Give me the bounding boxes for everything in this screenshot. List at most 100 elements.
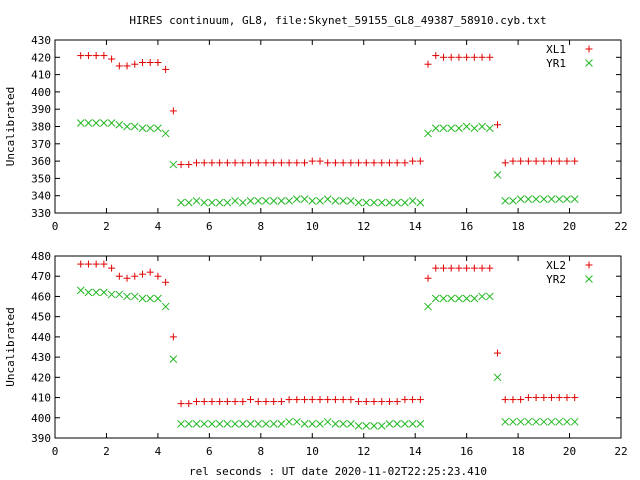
data-point-XL2 — [223, 398, 231, 406]
data-point-XL1 — [154, 58, 162, 66]
data-point-YR2 — [161, 302, 170, 311]
bottom-plot: 0 2 4 6 8 10 12 14 16 18 20 22 390 400 410 420 430 440 450… — [4, 250, 628, 458]
data-point-YR2 — [115, 290, 124, 299]
data-point-YR2-d2 — [92, 288, 101, 297]
data-point-XL2 — [169, 333, 177, 341]
data-point-YR1 — [439, 124, 448, 133]
data-point-YR1-d2 — [292, 195, 301, 204]
data-point-YR1-d2 — [223, 198, 232, 207]
y-tick-label: 390 — [31, 432, 51, 445]
data-point-XL1 — [424, 60, 432, 68]
y-tick-label: 430 — [31, 34, 51, 47]
data-point-XL1 — [463, 53, 471, 61]
y-tick-label: 380 — [31, 121, 51, 134]
y-tick-label: 410 — [31, 392, 51, 405]
data-point-YR1 — [516, 195, 525, 204]
data-point-XL1 — [555, 157, 563, 165]
data-point-YR1 — [377, 198, 386, 207]
x-tick-label: 6 — [206, 445, 213, 458]
data-point-XL2 — [208, 398, 216, 406]
data-point-XL2 — [463, 264, 471, 272]
data-point-XL2 — [131, 272, 139, 280]
data-point-XL1 — [494, 121, 502, 129]
data-point-YR1 — [370, 198, 378, 207]
data-point-XL1 — [193, 159, 200, 167]
x-tick-label: 14 — [409, 220, 423, 233]
data-point-YR2-d2 — [401, 419, 409, 428]
series-YR2 — [76, 286, 579, 430]
data-point-XL1 — [316, 157, 324, 165]
data-point-YR2 — [331, 419, 340, 428]
data-point-YR2-d2 — [570, 417, 579, 426]
data-point-YR2 — [246, 419, 255, 428]
data-point-XL1 — [293, 159, 301, 167]
data-point-XL1 — [339, 159, 347, 167]
y-tick-label: 390 — [31, 103, 51, 116]
data-point-XL1 — [532, 157, 540, 165]
y-tick-label: 470 — [31, 270, 51, 283]
y-tick-label: 400 — [31, 86, 51, 99]
data-point-YR1-d2 — [501, 197, 510, 205]
data-point-YR1 — [246, 197, 255, 205]
data-point-YR1 — [393, 198, 402, 207]
series-XL1 — [77, 52, 579, 169]
data-point-YR2 — [493, 373, 502, 382]
x-tick-label: 22 — [614, 445, 627, 458]
data-point-XL2 — [308, 396, 316, 404]
data-point-XL2 — [470, 264, 478, 272]
data-point-YR1 — [339, 197, 347, 205]
data-point-YR2-d2 — [231, 419, 239, 428]
data-point-YR1-d2 — [339, 197, 347, 205]
data-point-YR2-d2 — [555, 417, 564, 426]
data-point-YR2 — [154, 294, 162, 303]
data-point-YR2-d2 — [408, 419, 417, 428]
data-point-YR2 — [470, 294, 479, 303]
data-point-YR2-d2 — [208, 419, 216, 428]
data-point-XL1 — [239, 159, 247, 167]
data-point-YR1 — [238, 198, 247, 207]
data-point-YR2-d2 — [177, 419, 185, 428]
y-tick-label: 460 — [31, 290, 51, 303]
series-YR1 — [76, 119, 579, 207]
data-point-XL2 — [532, 394, 540, 402]
data-point-XL2 — [555, 394, 563, 402]
data-point-XL1 — [131, 60, 139, 68]
data-point-XL2 — [378, 398, 386, 406]
y-tick-label: 420 — [31, 371, 51, 384]
x-tick-label: 0 — [52, 445, 59, 458]
chart-title: HIRES continuum, GL8, file:Skynet_59155_… — [129, 14, 546, 27]
data-point-YR2 — [516, 417, 525, 426]
data-point-YR2 — [76, 286, 85, 295]
data-point-YR1 — [146, 124, 155, 133]
data-point-YR2 — [478, 292, 486, 301]
data-point-XL1 — [100, 52, 108, 60]
data-point-YR2 — [354, 422, 363, 430]
data-point-YR1-d2 — [547, 195, 556, 204]
data-point-YR2-d2 — [192, 419, 201, 428]
x-tick-label: 22 — [614, 220, 627, 233]
data-point-XL2 — [432, 264, 440, 272]
data-point-YR1 — [539, 195, 548, 204]
data-point-XL2 — [385, 398, 393, 406]
legend-marker-d2 — [585, 275, 593, 283]
data-point-YR2-d2 — [277, 419, 286, 428]
data-point-YR1-d2 — [277, 197, 286, 205]
data-point-XL1 — [540, 157, 548, 165]
data-point-YR1 — [455, 124, 463, 133]
x-tick-label: 8 — [258, 445, 265, 458]
data-point-YR1-d2 — [370, 198, 378, 207]
data-point-YR1 — [107, 119, 116, 127]
data-point-XL1 — [548, 157, 556, 165]
data-point-XL2 — [84, 260, 92, 268]
data-point-XL1 — [486, 53, 494, 61]
data-point-YR1 — [354, 198, 363, 207]
data-point-YR1-d2 — [238, 198, 247, 207]
data-point-XL1 — [138, 58, 146, 66]
data-point-YR1 — [208, 198, 216, 207]
data-point-XL2 — [162, 278, 170, 286]
data-point-YR2-d2 — [200, 419, 209, 428]
data-point-YR2-d2 — [161, 302, 170, 311]
data-point-YR2-d2 — [416, 419, 425, 428]
data-point-XL1 — [378, 159, 386, 167]
data-point-XL1 — [478, 53, 486, 61]
